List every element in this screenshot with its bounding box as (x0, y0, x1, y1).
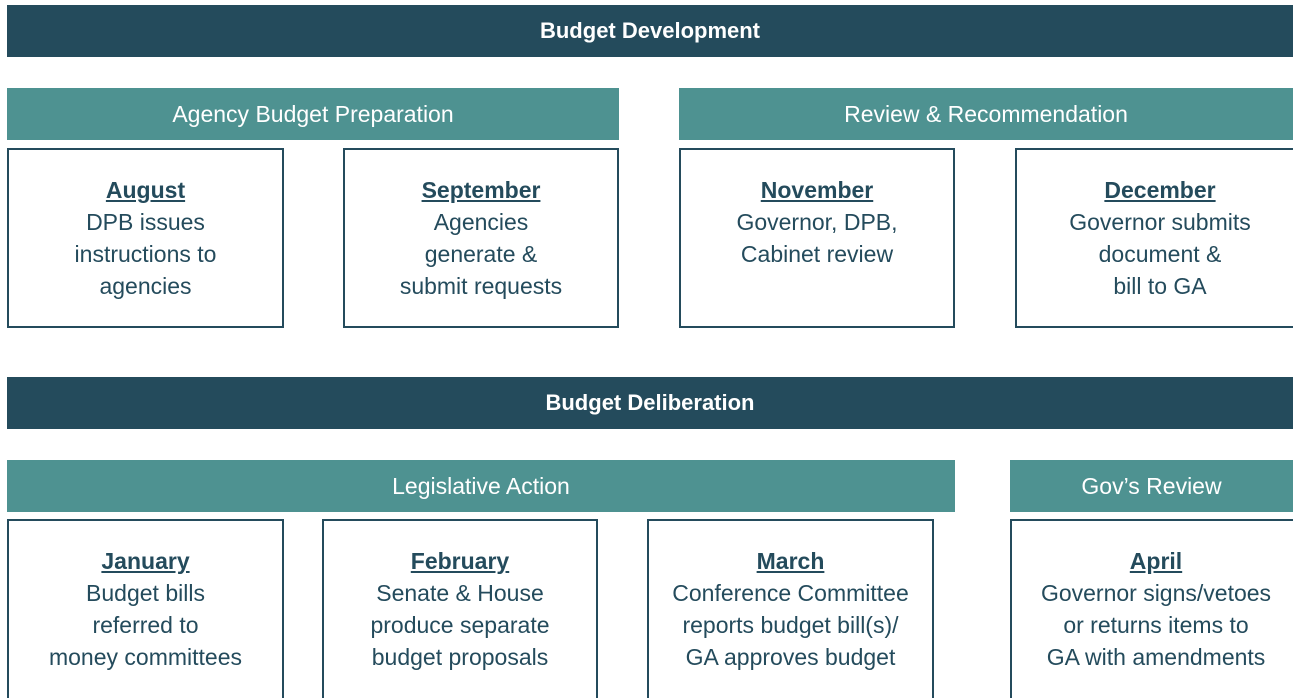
month-card: February Senate & House produce separate bu… (322, 519, 598, 698)
group-header: Agency Budget Preparation (7, 88, 619, 140)
month-card: August DPB issues instructions to agencies (7, 148, 284, 328)
description-line: GA with amendments (1046, 644, 1266, 670)
month-title: December (1104, 177, 1216, 203)
description-line: instructions to (74, 241, 217, 267)
description-line: money committees (48, 644, 242, 670)
month-title: March (756, 548, 825, 574)
description-line: referred to (92, 612, 199, 638)
description-line: generate & (424, 241, 538, 267)
description-line: Conference Committee (672, 580, 909, 606)
description-line: produce separate (370, 612, 550, 638)
month-card: December Governor submits document & bill t… (1015, 148, 1293, 328)
month-title: April (1129, 548, 1183, 574)
month-title: September (421, 177, 541, 203)
month-card: September Agencies generate & submit reques… (343, 148, 619, 328)
description-line: reports budget bill(s)/ (682, 612, 899, 638)
description-line: document & (1098, 241, 1222, 267)
description-line: budget proposals (371, 644, 549, 670)
description-line: agencies (99, 273, 192, 299)
description-line: Governor signs/vetoes (1040, 580, 1272, 606)
description-line: Cabinet review (740, 241, 894, 267)
month-title: November (760, 177, 874, 203)
group-header: Gov’s Review (1010, 460, 1293, 512)
month-card: April Governor signs/vetoes or returns ite… (1010, 519, 1293, 698)
month-card: November Governor, DPB, Cabinet review (679, 148, 955, 328)
section-header: Budget Deliberation (7, 377, 1293, 429)
group-header: Review & Recommendation (679, 88, 1293, 140)
description-line: DPB issues (86, 209, 205, 235)
group-header: Legislative Action (7, 460, 955, 512)
description-line: Governor, DPB, (736, 209, 898, 235)
description-line: Budget bills (86, 580, 205, 606)
description-line: Governor submits (1069, 209, 1251, 235)
month-card: March Conference Committee reports budget … (647, 519, 934, 698)
month-card: January Budget bills referred to money comm… (7, 519, 284, 698)
month-title: August (105, 177, 186, 203)
description-line: or returns items to (1063, 612, 1249, 638)
description-line: GA approves budget (685, 644, 896, 670)
description-line: bill to GA (1113, 273, 1207, 299)
description-line: submit requests (399, 273, 563, 299)
description-line: Agencies (433, 209, 529, 235)
month-title: February (410, 548, 510, 574)
description-line: Senate & House (376, 580, 544, 606)
month-title: January (101, 548, 190, 574)
section-header: Budget Development (7, 5, 1293, 57)
